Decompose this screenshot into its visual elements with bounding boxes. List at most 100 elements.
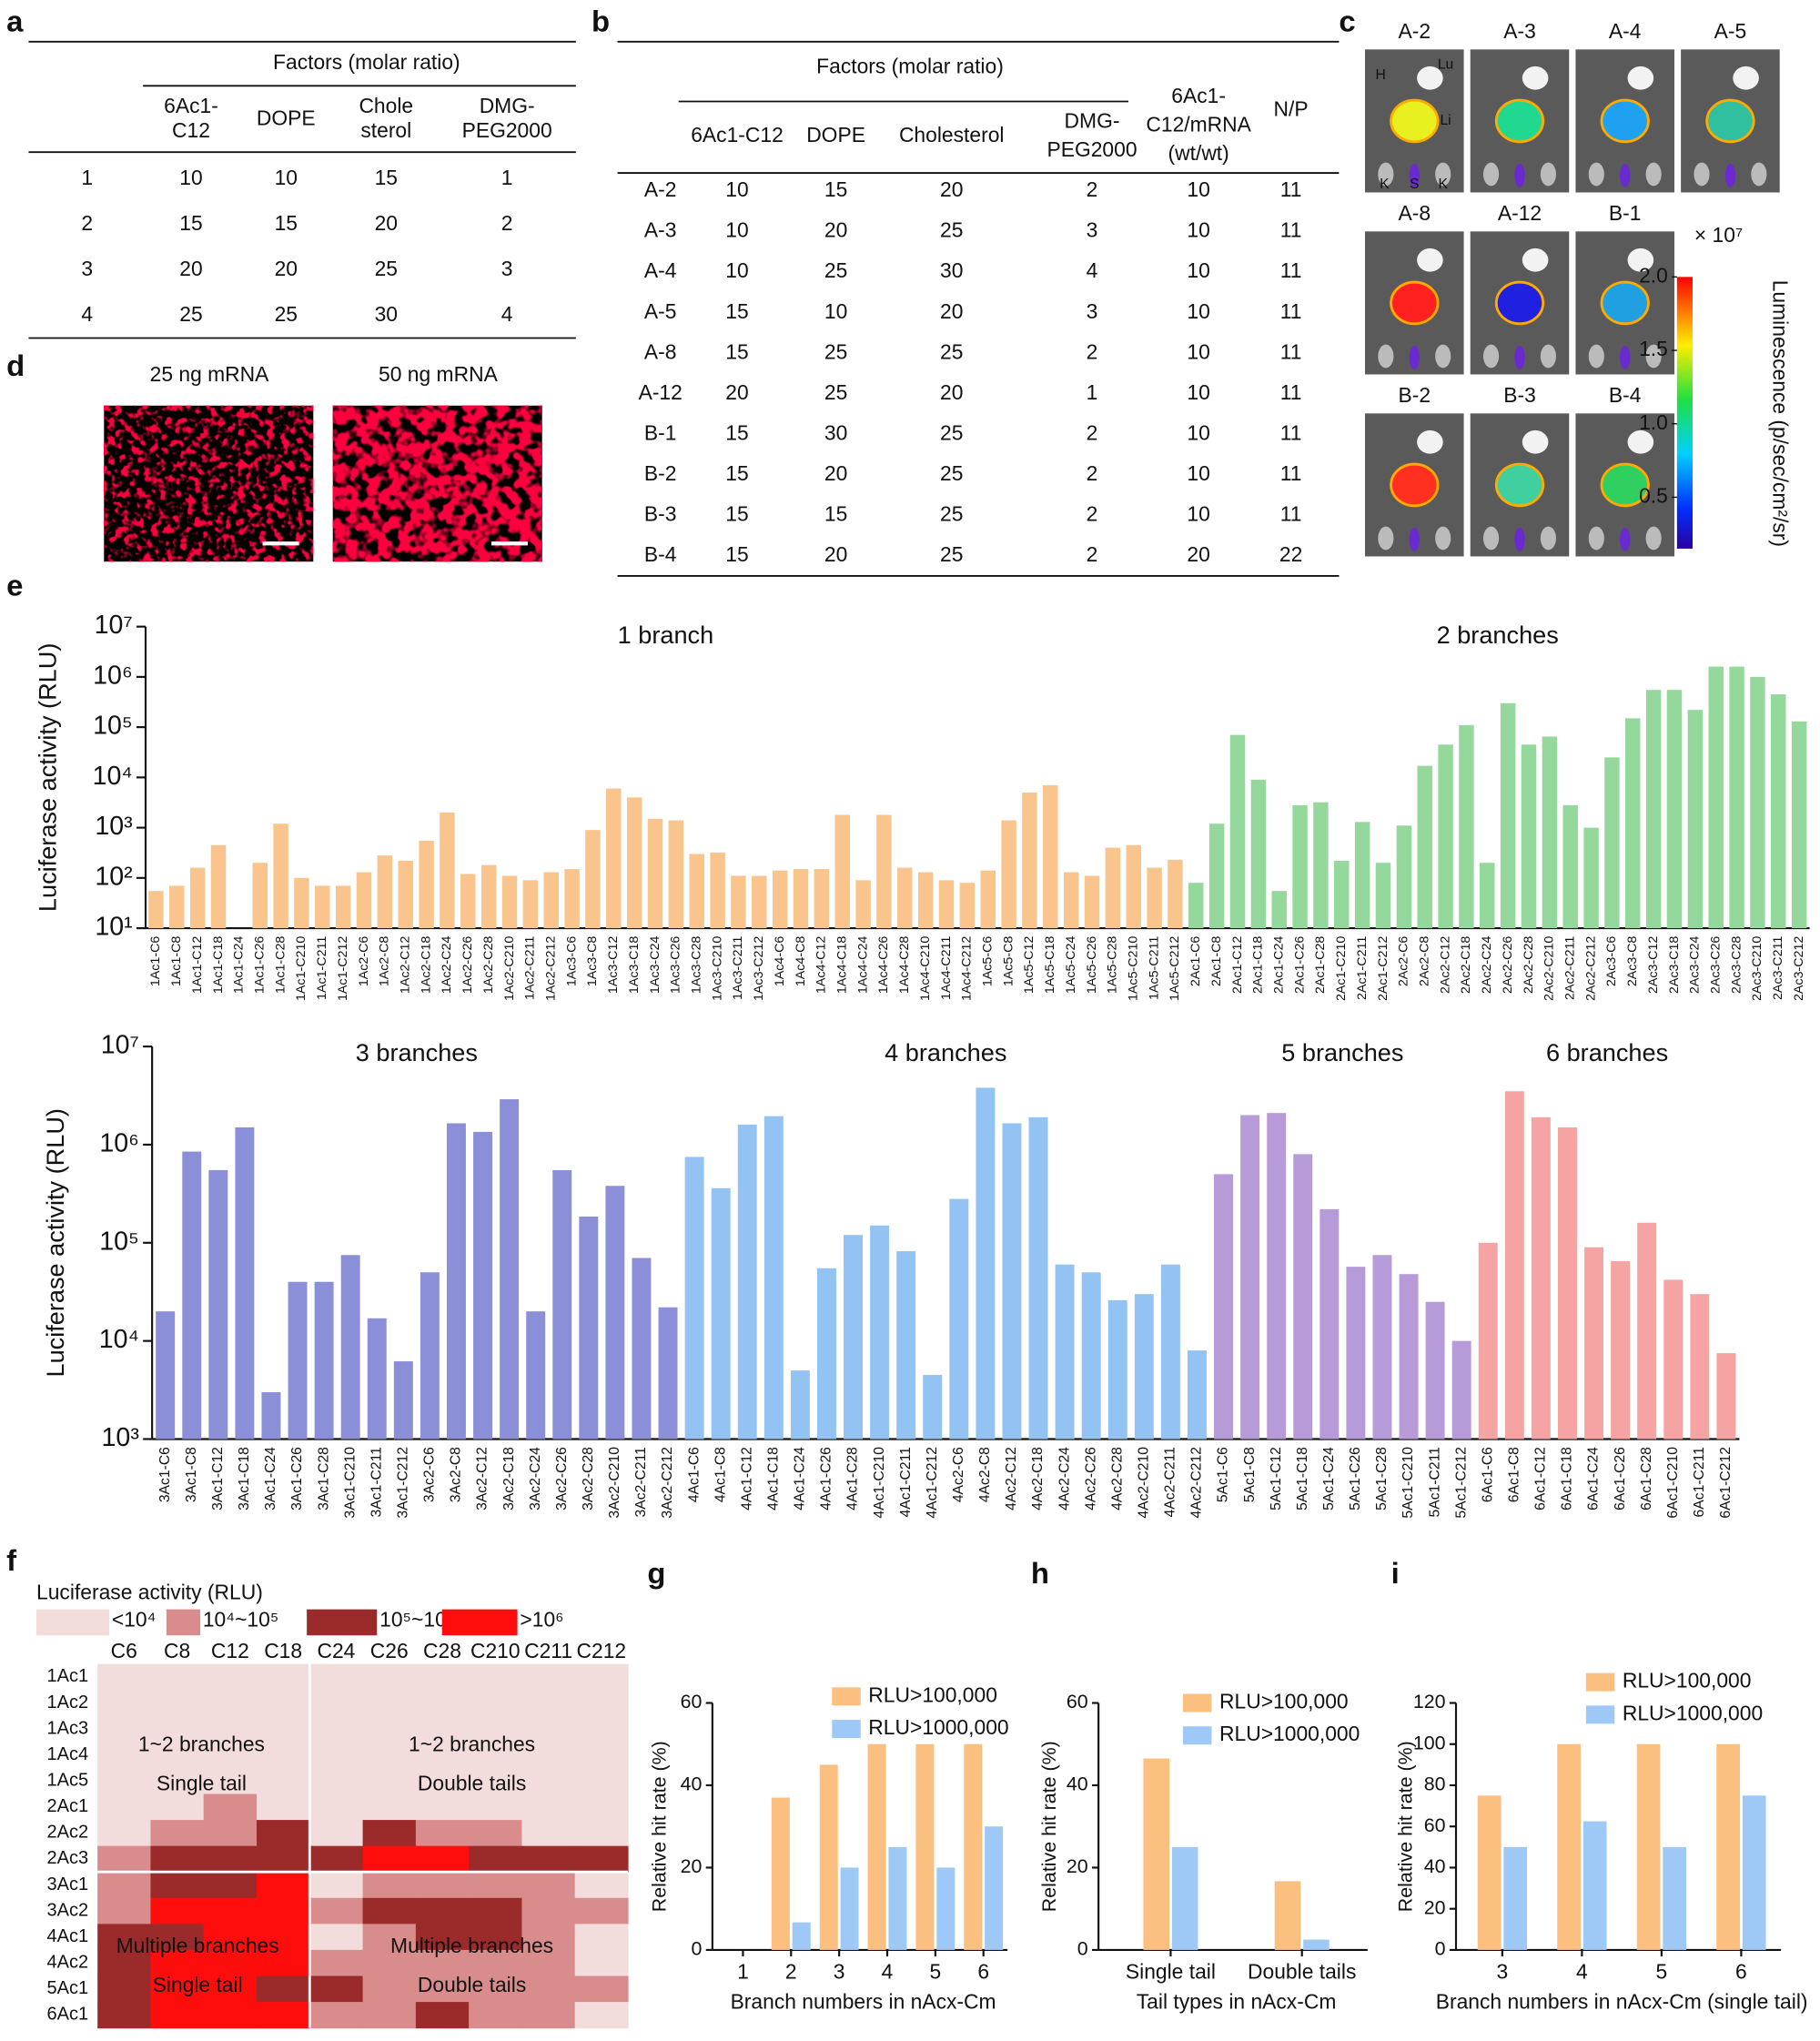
table-cell: 10	[1187, 339, 1209, 363]
kidney	[1645, 344, 1662, 369]
bar	[1645, 690, 1662, 929]
table-cell: 30	[824, 421, 847, 445]
table-cell: 20	[940, 380, 963, 404]
heatmap-cell	[469, 1690, 522, 1717]
table-cell: 10	[275, 166, 298, 189]
bar	[1188, 883, 1204, 929]
group-label: 5 branches	[1281, 1038, 1403, 1066]
heatmap-cell	[521, 1845, 576, 1873]
text-line: sterol	[360, 118, 411, 142]
table-cell: 25	[940, 502, 963, 526]
x-tick-label: 6Ac1-C212	[1718, 1447, 1734, 1519]
micrograph-label: 25 ng mRNA	[150, 362, 270, 386]
table-cell: 11	[1280, 299, 1302, 323]
bar	[790, 1370, 810, 1440]
y-tick-label: 40	[1424, 1855, 1446, 1877]
heatmap-cell	[469, 1924, 522, 1951]
x-tick-label: 6Ac1-C8	[1506, 1447, 1522, 1502]
x-tick-label: 1Ac1-C212	[336, 936, 350, 1001]
x-tick-label: 4Ac2-C24	[1057, 1447, 1072, 1511]
image-label: B-4	[1609, 383, 1642, 407]
bar	[393, 1361, 413, 1440]
bar	[1334, 860, 1350, 929]
column-label: C6	[111, 1639, 137, 1662]
y-tick-label: 10⁶	[99, 1128, 139, 1157]
legend-label: RLU>100,000	[1219, 1690, 1349, 1713]
x-tick-label: 1Ac3-C212	[752, 936, 766, 1001]
y-tick-label: 120	[1413, 1691, 1446, 1713]
y-tick-label: 60	[1067, 1691, 1088, 1713]
heatmap-cell	[309, 1663, 364, 1691]
heatmap-cell	[362, 1845, 417, 1873]
heatmap-cell	[521, 1663, 576, 1691]
heatmap-cell	[415, 2002, 470, 2029]
x-tick-label: 2Ac1-C26	[1292, 936, 1307, 995]
bar	[1663, 1279, 1684, 1440]
table-header: Factors (molar ratio)	[273, 50, 460, 74]
x-tick-label: 3Ac1-C211	[369, 1447, 384, 1517]
x-tick-label: 4Ac2-C210	[1136, 1447, 1151, 1519]
legend-label: 10⁴~10⁵	[203, 1608, 278, 1632]
x-tick-label: 3Ac2-C8	[449, 1447, 464, 1502]
x-tick-label: 4Ac1-C211	[898, 1447, 914, 1517]
organ-label: K	[1438, 177, 1448, 192]
x-tick-label: 1Ac1-C211	[315, 936, 329, 1000]
table-cell: 10	[1187, 177, 1209, 201]
bar	[1372, 1255, 1392, 1440]
table-cell: 15	[725, 502, 748, 526]
bar	[684, 1157, 704, 1440]
heatmap-cell	[150, 1924, 205, 1951]
colorbar-tick-label: 1.5	[1639, 337, 1668, 360]
column-label: C24	[317, 1639, 355, 1662]
bar	[1143, 1758, 1169, 1950]
lung	[1417, 248, 1443, 272]
group-label: 3 branches	[356, 1038, 478, 1066]
x-axis-label: Tail types in nAcx-Cm	[1137, 1990, 1337, 2014]
bar	[816, 1268, 836, 1440]
x-tick-label: 1Ac1-C24	[232, 936, 247, 995]
bar	[1716, 1353, 1736, 1440]
heatmap-cell	[362, 1897, 417, 1925]
heatmap-cell	[203, 1820, 258, 1847]
x-tick-label: 3Ac2-C212	[660, 1447, 675, 1519]
table-cell: 22	[1279, 542, 1302, 566]
bar	[1043, 784, 1058, 929]
text-line: PEG2000	[1046, 137, 1137, 161]
bar	[377, 855, 393, 929]
x-tick-label: 1Ac3-C28	[689, 936, 703, 995]
bar	[1637, 1222, 1657, 1440]
bar	[915, 1743, 935, 1950]
table-cell: 11	[1280, 258, 1302, 282]
x-tick-label: 1Ac5-C28	[1106, 936, 1120, 995]
table-cell: A-3	[644, 218, 677, 242]
table-cell: 30	[940, 258, 963, 282]
bar	[1171, 1846, 1198, 1950]
bar	[647, 818, 663, 929]
y-tick-label: 40	[1067, 1773, 1088, 1795]
bar	[1562, 804, 1578, 929]
heatmap-cell	[415, 1872, 470, 1899]
heatmap-cell	[415, 1793, 470, 1821]
heatmap-cell	[203, 1897, 258, 1925]
table-cell: B-4	[644, 542, 677, 566]
kidney	[1540, 162, 1556, 187]
bar	[526, 1311, 546, 1440]
bar	[480, 864, 497, 929]
x-axis-label: Branch numbers in nAcx-Cm (single tail)	[1436, 1990, 1808, 2014]
panel-label: f	[6, 1543, 16, 1577]
heatmap-cell	[150, 1715, 205, 1743]
x-tick-label: 6Ac1-C6	[1480, 1447, 1495, 1502]
heatmap-cell	[97, 1820, 151, 1847]
x-tick-label: 4Ac1-C8	[713, 1447, 728, 1502]
bar	[1002, 1123, 1022, 1440]
heatmap-cell	[257, 1975, 310, 2003]
bar	[897, 867, 913, 929]
heatmap-cell	[574, 1663, 629, 1691]
bar	[419, 840, 434, 929]
x-tick-label: 1Ac3-C18	[627, 936, 642, 995]
heatmap-cell	[362, 1949, 417, 1977]
micrograph-signal	[332, 405, 542, 562]
legend-swatch	[307, 1609, 378, 1636]
heatmap-cell	[150, 1845, 205, 1873]
